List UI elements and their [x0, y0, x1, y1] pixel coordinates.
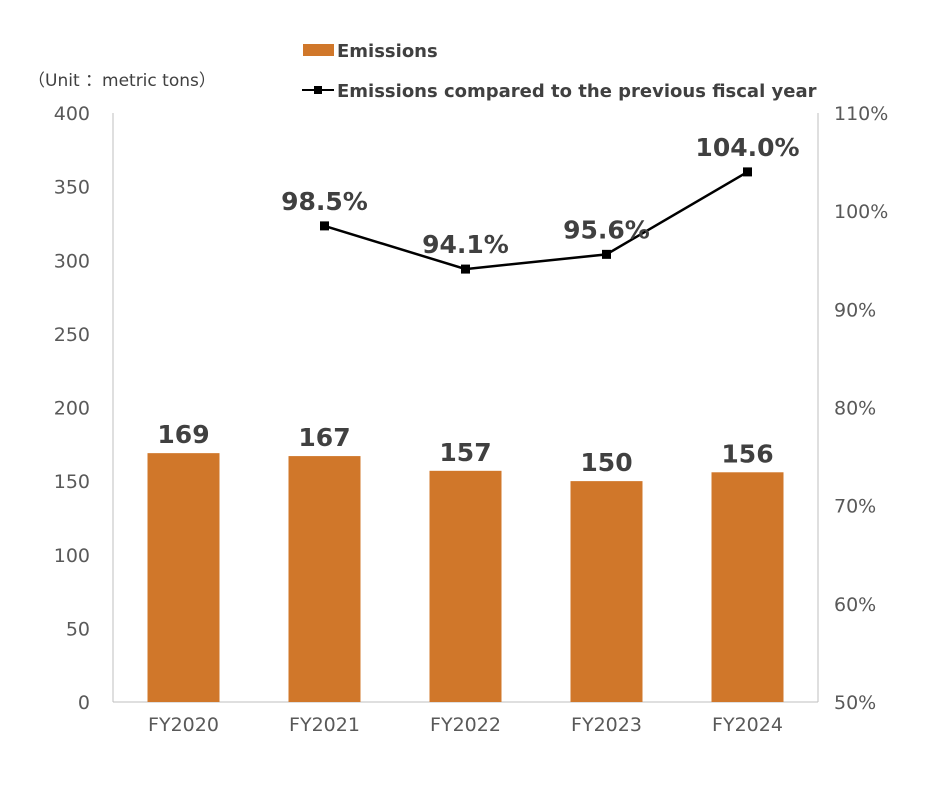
bar-data-label: 150	[580, 448, 632, 477]
legend-swatch-marker	[314, 86, 322, 94]
ratio-data-label: 95.6%	[563, 215, 650, 244]
left-tick-label: 50	[66, 618, 90, 640]
right-tick-label: 80%	[834, 398, 876, 420]
right-tick-label: 110%	[834, 103, 888, 125]
bar-FY2020	[147, 453, 220, 702]
bar-data-label: 167	[298, 423, 350, 452]
ratio-data-label: 98.5%	[281, 187, 368, 216]
ratio-data-label: 104.0%	[695, 133, 799, 162]
bar-data-label: 157	[439, 438, 491, 467]
legend-label-emissions: Emissions	[337, 41, 438, 62]
x-tick-label: FY2023	[571, 714, 642, 736]
x-tick-label: FY2024	[712, 714, 783, 736]
ratio-marker	[461, 264, 470, 274]
left-tick-label: 400	[54, 103, 90, 125]
x-tick-label: FY2020	[148, 714, 219, 736]
x-tick-label: FY2021	[289, 714, 360, 736]
left-tick-label: 0	[78, 692, 90, 714]
ratio-line	[324, 170, 749, 271]
left-tick-label: 100	[54, 545, 90, 567]
x-tick-label: FY2022	[430, 714, 501, 736]
ratio-marker	[743, 167, 752, 177]
bar-FY2024	[711, 472, 784, 702]
bar-data-label: 156	[721, 439, 773, 468]
ratio-marker	[320, 221, 329, 231]
left-tick-label: 300	[54, 250, 90, 272]
legend-swatch-emissions	[303, 44, 334, 56]
unit-label: （Unit ：metric tons）	[28, 71, 216, 91]
right-tick-label: 50%	[834, 692, 876, 714]
right-tick-label: 70%	[834, 496, 876, 518]
right-tick-label: 90%	[834, 299, 876, 321]
right-tick-label: 100%	[834, 201, 888, 223]
left-tick-label: 250	[54, 324, 90, 346]
left-tick-label: 350	[54, 177, 90, 199]
bar-FY2021	[288, 456, 361, 702]
bar-FY2022	[429, 470, 502, 702]
ratio-data-label: 94.1%	[422, 230, 509, 259]
bar-data-label: 169	[157, 420, 209, 449]
legend: Emissions Emissions compared to the prev…	[302, 41, 817, 102]
left-tick-label: 200	[54, 398, 90, 420]
legend-label-ratio: Emissions compared to the previous fisca…	[337, 81, 817, 102]
bar-FY2023	[570, 481, 643, 702]
right-tick-label: 60%	[834, 594, 876, 616]
left-tick-label: 150	[54, 471, 90, 493]
ratio-marker	[602, 249, 611, 259]
